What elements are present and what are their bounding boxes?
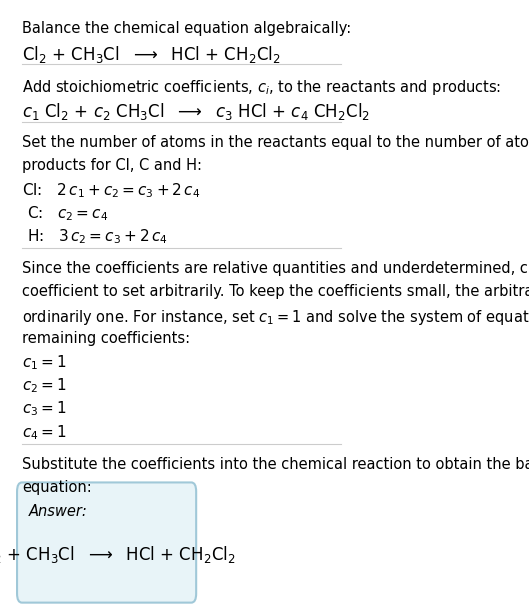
Text: Since the coefficients are relative quantities and underdetermined, choose a: Since the coefficients are relative quan… [22, 262, 529, 276]
Text: $c_2 = 1$: $c_2 = 1$ [22, 377, 67, 395]
Text: $c_3 = 1$: $c_3 = 1$ [22, 400, 67, 418]
Text: H:   $3\,c_2 = c_3 + 2\,c_4$: H: $3\,c_2 = c_3 + 2\,c_4$ [27, 227, 168, 246]
FancyBboxPatch shape [17, 483, 196, 603]
Text: Add stoichiometric coefficients, $c_i$, to the reactants and products:: Add stoichiometric coefficients, $c_i$, … [22, 78, 501, 97]
Text: $c_1 = 1$: $c_1 = 1$ [22, 354, 67, 372]
Text: remaining coefficients:: remaining coefficients: [22, 331, 190, 345]
Text: C:   $c_2 = c_4$: C: $c_2 = c_4$ [28, 204, 108, 223]
Text: Cl:   $2\,c_1 + c_2 = c_3 + 2\,c_4$: Cl: $2\,c_1 + c_2 = c_3 + 2\,c_4$ [22, 181, 200, 200]
Text: ordinarily one. For instance, set $c_1 = 1$ and solve the system of equations fo: ordinarily one. For instance, set $c_1 =… [22, 308, 529, 327]
Text: equation:: equation: [22, 480, 92, 495]
Text: Cl$_2$ + CH$_3$Cl  $\longrightarrow$  HCl + CH$_2$Cl$_2$: Cl$_2$ + CH$_3$Cl $\longrightarrow$ HCl … [22, 44, 281, 65]
Text: Balance the chemical equation algebraically:: Balance the chemical equation algebraica… [22, 21, 351, 36]
Text: $c_1$ Cl$_2$ + $c_2$ CH$_3$Cl  $\longrightarrow$  $c_3$ HCl + $c_4$ CH$_2$Cl$_2$: $c_1$ Cl$_2$ + $c_2$ CH$_3$Cl $\longrigh… [22, 101, 370, 122]
Text: Substitute the coefficients into the chemical reaction to obtain the balanced: Substitute the coefficients into the che… [22, 457, 529, 472]
Text: $c_4 = 1$: $c_4 = 1$ [22, 423, 67, 441]
Text: Answer:: Answer: [29, 504, 87, 519]
Text: coefficient to set arbitrarily. To keep the coefficients small, the arbitrary va: coefficient to set arbitrarily. To keep … [22, 285, 529, 299]
Text: Set the number of atoms in the reactants equal to the number of atoms in the: Set the number of atoms in the reactants… [22, 135, 529, 150]
Text: Cl$_2$ + CH$_3$Cl  $\longrightarrow$  HCl + CH$_2$Cl$_2$: Cl$_2$ + CH$_3$Cl $\longrightarrow$ HCl … [0, 544, 236, 565]
Text: products for Cl, C and H:: products for Cl, C and H: [22, 158, 202, 173]
